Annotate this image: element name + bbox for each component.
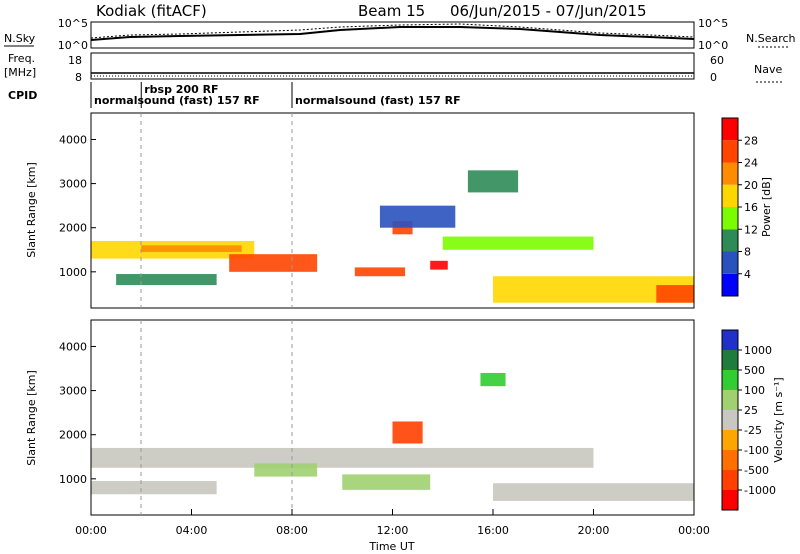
colorbar-swatch [722, 184, 738, 207]
colorbar-swatch [722, 470, 738, 490]
cpid-segment-label: rbsp 200 RF [144, 83, 218, 96]
x-tick-label: 00:00 [75, 524, 107, 537]
colorbar-swatch [722, 370, 738, 390]
echo-region [379, 205, 456, 228]
colorbar-swatch [722, 330, 738, 350]
velocity-xlabel: Time UT [368, 540, 414, 553]
colorbar-swatch [722, 390, 738, 410]
y-tick-label: 4000 [59, 133, 87, 146]
nave-tick-top: 60 [710, 54, 724, 67]
noise-tick-right-top: 10^5 [698, 17, 728, 30]
echo-region [442, 236, 594, 250]
x-tick-label: 16:00 [477, 524, 509, 537]
freq-tick-bottom: 8 [75, 71, 82, 84]
freq-panel: Freq. [MHz] 18 8 60 0 Nave [4, 52, 782, 84]
colorbar-swatch [722, 410, 738, 430]
velocity-colorbar: 1000 500 100 25 -25 -100 -500 -1000 Velocity [m… [721, 329, 785, 511]
echo-region [229, 254, 318, 272]
colorbar-swatch [722, 450, 738, 470]
velocity-panel: 1000 2000 3000 4000 00:00 04:00 08:00 12:00 16:… [25, 319, 710, 553]
echo-region [254, 463, 318, 477]
colorbar-tick-label: 1000 [744, 344, 772, 357]
noise-tick-left-top: 10^5 [58, 17, 88, 30]
echo-region [354, 267, 406, 277]
echo-region [480, 372, 506, 387]
y-tick-label: 4000 [59, 340, 87, 353]
cpid-segment-label: normalsound (fast) 157 RF [94, 94, 260, 107]
power-ylabel: Slant Range [km] [25, 162, 38, 258]
x-tick-label: 04:00 [176, 524, 208, 537]
y-tick-label: 2000 [59, 222, 87, 235]
nsearch-line [90, 23, 695, 39]
colorbar-swatch [722, 430, 738, 450]
nsky-line [90, 26, 695, 41]
echo-region [342, 474, 431, 490]
noise-panel: N.Sky 10^5 10^0 10^5 10^0 N.Search [4, 17, 796, 52]
colorbar-tick-label: 24 [744, 157, 758, 170]
colorbar-swatch [722, 207, 738, 230]
x-tick-label: 12:00 [377, 524, 409, 537]
noise-tick-right-bottom: 10^0 [698, 39, 728, 52]
colorbar-swatch [722, 118, 738, 141]
noise-tick-left-bottom: 10^0 [58, 39, 88, 52]
cpid-label: CPID [8, 89, 37, 102]
freq-label-line2: [MHz] [4, 66, 36, 79]
echo-region [467, 170, 519, 193]
colorbar-tick-label: 25 [744, 404, 758, 417]
freq-tick-top: 18 [68, 54, 82, 67]
power-colorbar-label: Power [dB] [760, 177, 773, 237]
power-colorbar: 28 24 20 16 12 8 4 Power [dB] [721, 117, 773, 297]
colorbar-tick-label: 16 [744, 201, 758, 214]
site-title: Kodiak (fitACF) [96, 2, 207, 20]
velocity-colorbar-label: Velocity [m s⁻¹] [772, 377, 785, 462]
colorbar-swatch [722, 140, 738, 163]
colorbar-tick-label: 20 [744, 179, 758, 192]
echo-region [116, 274, 217, 286]
colorbar-tick-label: 500 [744, 364, 765, 377]
y-tick-label: 1000 [59, 473, 87, 486]
colorbar-tick-label: -500 [744, 464, 769, 477]
velocity-ylabel: Slant Range [km] [25, 370, 38, 466]
colorbar-swatch [722, 229, 738, 252]
y-tick-label: 1000 [59, 266, 87, 279]
colorbar-tick-label: -1000 [744, 484, 776, 497]
colorbar-swatch [722, 251, 738, 274]
x-tick-label: 08:00 [276, 524, 308, 537]
power-panel: 1000 2000 3000 4000 Slant Range [km] [25, 112, 695, 309]
colorbar-tick-label: 8 [744, 246, 751, 259]
colorbar-tick-label: 12 [744, 223, 758, 236]
x-tick-label: 20:00 [578, 524, 610, 537]
x-tick-label: 00:00 [678, 524, 710, 537]
y-tick-label: 3000 [59, 178, 87, 191]
colorbar-swatch [722, 162, 738, 185]
echo-region [493, 483, 694, 501]
colorbar-tick-label: 4 [744, 268, 751, 281]
colorbar-swatch [722, 490, 738, 510]
echo-region [141, 245, 242, 252]
echo-region [91, 481, 217, 495]
beam-label: Beam 15 [358, 2, 425, 20]
date-range: 06/Jun/2015 - 07/Jun/2015 [450, 2, 647, 20]
colorbar-tick-label: 28 [744, 134, 758, 147]
echo-region [392, 421, 423, 444]
nave-label: Nave [754, 63, 782, 76]
colorbar-tick-label: -100 [744, 444, 769, 457]
colorbar-swatch [722, 273, 738, 296]
colorbar-swatch [722, 350, 738, 370]
echo-region [656, 285, 694, 303]
freq-label-line1: Freq. [8, 52, 35, 65]
colorbar-tick-label: 100 [744, 384, 765, 397]
echo-region [91, 447, 594, 468]
nave-tick-bottom: 0 [710, 71, 717, 84]
echo-region [430, 260, 448, 270]
cpid-segment-label: normalsound (fast) 157 RF [295, 94, 461, 107]
nsky-label: N.Sky [4, 32, 36, 45]
y-tick-label: 2000 [59, 429, 87, 442]
y-tick-label: 3000 [59, 385, 87, 398]
nsearch-label: N.Search [746, 32, 796, 45]
colorbar-tick-label: -25 [744, 424, 762, 437]
